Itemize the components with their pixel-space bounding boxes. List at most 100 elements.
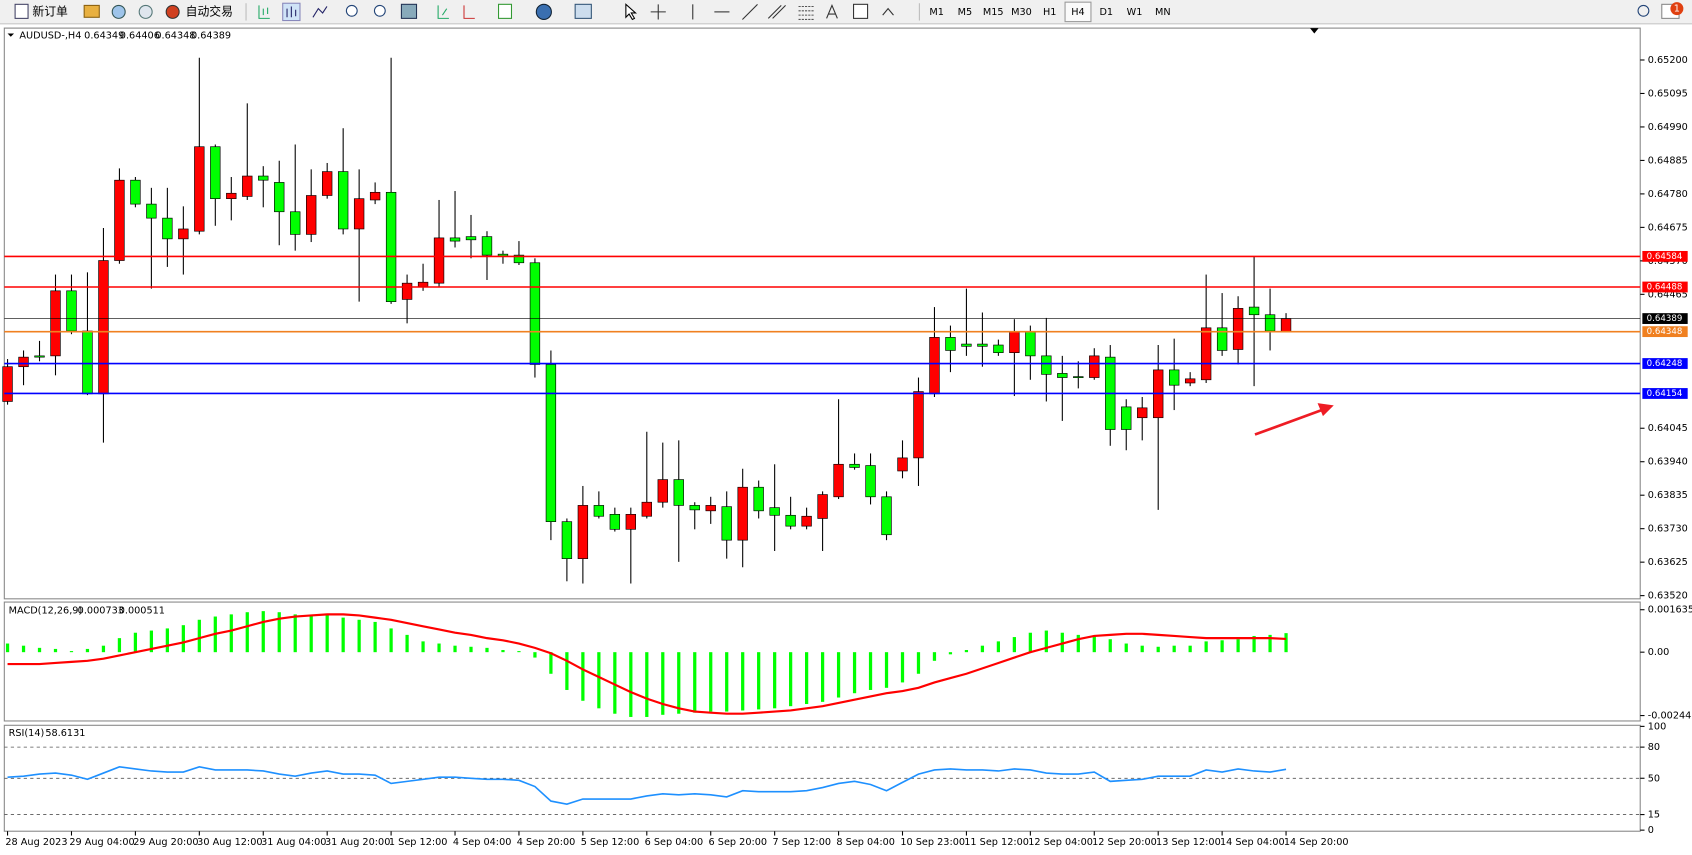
y-tick-label: 50	[1648, 773, 1660, 784]
candle-body	[769, 507, 780, 516]
macd-bar	[149, 630, 154, 653]
macd-bar	[629, 652, 633, 717]
channel-button[interactable]	[767, 5, 786, 19]
timeframe-button[interactable]: W1	[1127, 7, 1143, 18]
candle-body	[1137, 407, 1148, 419]
y-tick-label: 0.64780	[1648, 189, 1688, 200]
cursor-button[interactable]	[625, 3, 637, 21]
y-tick-label: 0.63835	[1648, 490, 1688, 501]
timeframe-button[interactable]: M1	[929, 7, 944, 18]
macd-bar	[181, 625, 185, 653]
macd-bar	[1028, 632, 1032, 653]
candle-body	[753, 486, 764, 512]
auto-trading-icon[interactable]	[165, 4, 180, 19]
macd-bar	[948, 652, 953, 655]
x-tick-label: 4 Sep 20:00	[517, 837, 576, 848]
candle-body	[561, 521, 573, 559]
price-tag-label: 0.64348	[1647, 327, 1683, 337]
toolbar-icon[interactable]	[111, 4, 126, 19]
macd-bar	[453, 645, 457, 653]
macd-bar	[597, 652, 601, 709]
text-button[interactable]	[826, 3, 838, 19]
timeframe-button[interactable]: H4	[1071, 7, 1084, 18]
bar-chart-button[interactable]	[258, 5, 270, 19]
crosshair-button[interactable]	[650, 4, 666, 20]
fibo-button[interactable]	[798, 5, 814, 20]
candle-body	[290, 211, 301, 235]
autoscroll-button[interactable]	[437, 5, 449, 19]
macd-title: MACD(12,26,9)	[9, 606, 83, 617]
macd-bar	[101, 645, 106, 653]
timeframe-bar: M1 M5 M15 M30 H1 H4 D1 W1 MN	[929, 1, 1171, 23]
templates-button[interactable]	[574, 3, 592, 19]
arrows-button[interactable]	[882, 7, 894, 16]
macd-bar	[517, 651, 521, 653]
candle-body	[625, 514, 636, 530]
macd-bar	[820, 652, 825, 702]
macd-bar	[325, 615, 329, 653]
macd-bar	[277, 612, 281, 653]
candle-body	[306, 195, 317, 235]
rsi-value: 58.6131	[45, 728, 85, 739]
indicators-button[interactable]	[497, 3, 513, 19]
candle-body	[34, 355, 45, 358]
macd-bar	[1172, 645, 1176, 653]
price-tag-label: 0.64154	[1647, 389, 1683, 399]
timeframe-button[interactable]: MN	[1155, 7, 1171, 18]
toolbar-icon[interactable]	[138, 4, 153, 19]
timeframe-button[interactable]: M15	[983, 7, 1004, 18]
timeframe-button[interactable]: D1	[1099, 7, 1113, 18]
new-order-button[interactable]: 新订单	[32, 4, 68, 18]
candle-body	[274, 182, 285, 213]
price-tag	[1642, 250, 1688, 262]
macd-bar	[21, 645, 26, 653]
annotation-arrowhead	[1317, 403, 1334, 417]
x-tick-label: 12 Sep 04:00	[1028, 837, 1093, 848]
timeframe-button[interactable]: M30	[1011, 7, 1032, 18]
y-tick-label: 0.63520	[1648, 591, 1688, 602]
candle-body	[194, 146, 205, 232]
periods-button[interactable]	[535, 3, 552, 20]
zoom-out-button[interactable]	[373, 4, 386, 17]
candle-body	[529, 262, 541, 365]
label-button[interactable]	[853, 3, 869, 19]
candle-body	[1280, 318, 1292, 332]
chart-shift-marker[interactable]	[1310, 28, 1319, 34]
macd-bar	[741, 652, 745, 711]
macd-bar	[836, 652, 841, 698]
candle-body	[705, 505, 716, 512]
price-tag	[1642, 281, 1688, 293]
macd-bar	[261, 611, 265, 653]
new-order-icon[interactable]	[14, 3, 29, 19]
toolbar-icon[interactable]	[83, 4, 100, 18]
trendline-button[interactable]	[742, 3, 758, 20]
line-chart-button[interactable]	[312, 6, 328, 18]
zoom-in-button[interactable]	[345, 4, 358, 17]
macd-bar	[773, 652, 777, 709]
timeframe-button[interactable]: H1	[1043, 7, 1056, 18]
shift-button[interactable]	[463, 5, 475, 19]
macd-bar	[964, 650, 969, 653]
search-button[interactable]	[1637, 4, 1650, 17]
candle-body	[321, 171, 333, 196]
candle-body	[513, 254, 525, 264]
macd-bar	[533, 652, 537, 658]
macd-bar	[916, 652, 921, 674]
macd-value: 0.000733	[78, 606, 124, 617]
x-tick-label: 31 Aug 20:00	[325, 837, 390, 848]
macd-bar	[677, 652, 681, 714]
candle-body	[178, 228, 189, 240]
x-tick-label: 29 Aug 04:00	[69, 837, 134, 848]
candle-body	[817, 494, 828, 519]
chart-menu-arrow[interactable]	[7, 33, 15, 37]
timeframe-button[interactable]: M5	[958, 7, 973, 18]
y-tick-label: 15	[1648, 810, 1660, 821]
tile-button[interactable]	[400, 3, 418, 19]
candle-body	[1264, 314, 1276, 332]
price-tag-label: 0.64248	[1647, 359, 1683, 369]
macd-bar	[37, 647, 42, 653]
price-tag	[1642, 388, 1688, 399]
x-tick-label: 10 Sep 23:00	[900, 837, 965, 848]
auto-trading-button[interactable]: 自动交易	[186, 4, 233, 18]
